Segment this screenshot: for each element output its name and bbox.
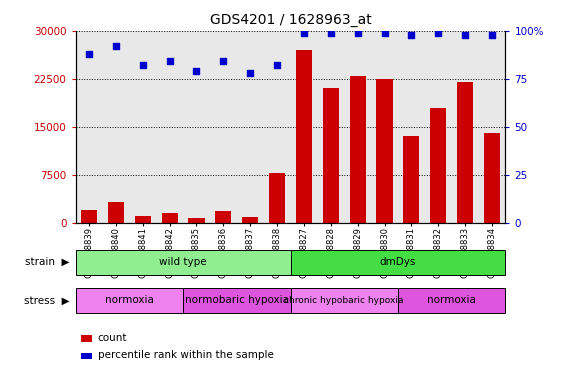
Point — [353, 30, 363, 36]
Bar — [322, 88, 339, 223]
Point — [138, 62, 148, 68]
Bar — [188, 218, 205, 223]
Bar — [430, 108, 446, 223]
Text: dmDys: dmDys — [380, 257, 416, 267]
Bar — [183, 288, 290, 313]
Point — [299, 30, 309, 36]
Bar — [242, 217, 258, 223]
Text: percentile rank within the sample: percentile rank within the sample — [98, 350, 274, 360]
Bar — [376, 79, 393, 223]
Bar — [162, 213, 178, 223]
Point — [461, 31, 470, 38]
Bar — [108, 202, 124, 223]
Text: strain  ▶: strain ▶ — [25, 257, 70, 267]
Text: chronic hypobaric hypoxia: chronic hypobaric hypoxia — [285, 296, 404, 305]
Title: GDS4201 / 1628963_at: GDS4201 / 1628963_at — [210, 13, 371, 27]
Text: wild type: wild type — [159, 257, 207, 267]
Text: normobaric hypoxia: normobaric hypoxia — [185, 295, 289, 306]
Point — [272, 62, 282, 68]
Point — [380, 30, 389, 36]
Point — [165, 58, 174, 65]
Bar — [269, 173, 285, 223]
Bar — [135, 216, 151, 223]
Point — [192, 68, 201, 74]
Text: stress  ▶: stress ▶ — [24, 295, 70, 306]
Point — [218, 58, 228, 65]
Bar — [457, 82, 473, 223]
Point — [407, 31, 416, 38]
Point — [433, 30, 443, 36]
Bar — [76, 288, 183, 313]
Text: normoxia: normoxia — [427, 295, 476, 306]
Bar — [290, 250, 505, 275]
Bar — [290, 288, 398, 313]
Point — [326, 30, 335, 36]
Bar — [296, 50, 312, 223]
Bar — [81, 210, 97, 223]
Bar — [484, 133, 500, 223]
Bar — [398, 288, 505, 313]
Bar — [76, 250, 290, 275]
Point — [246, 70, 255, 76]
Point — [487, 31, 497, 38]
Text: normoxia: normoxia — [105, 295, 154, 306]
Bar — [215, 211, 231, 223]
Point — [111, 43, 120, 49]
Bar — [350, 76, 365, 223]
Text: count: count — [98, 333, 127, 343]
Bar — [403, 136, 419, 223]
Point — [84, 51, 94, 57]
